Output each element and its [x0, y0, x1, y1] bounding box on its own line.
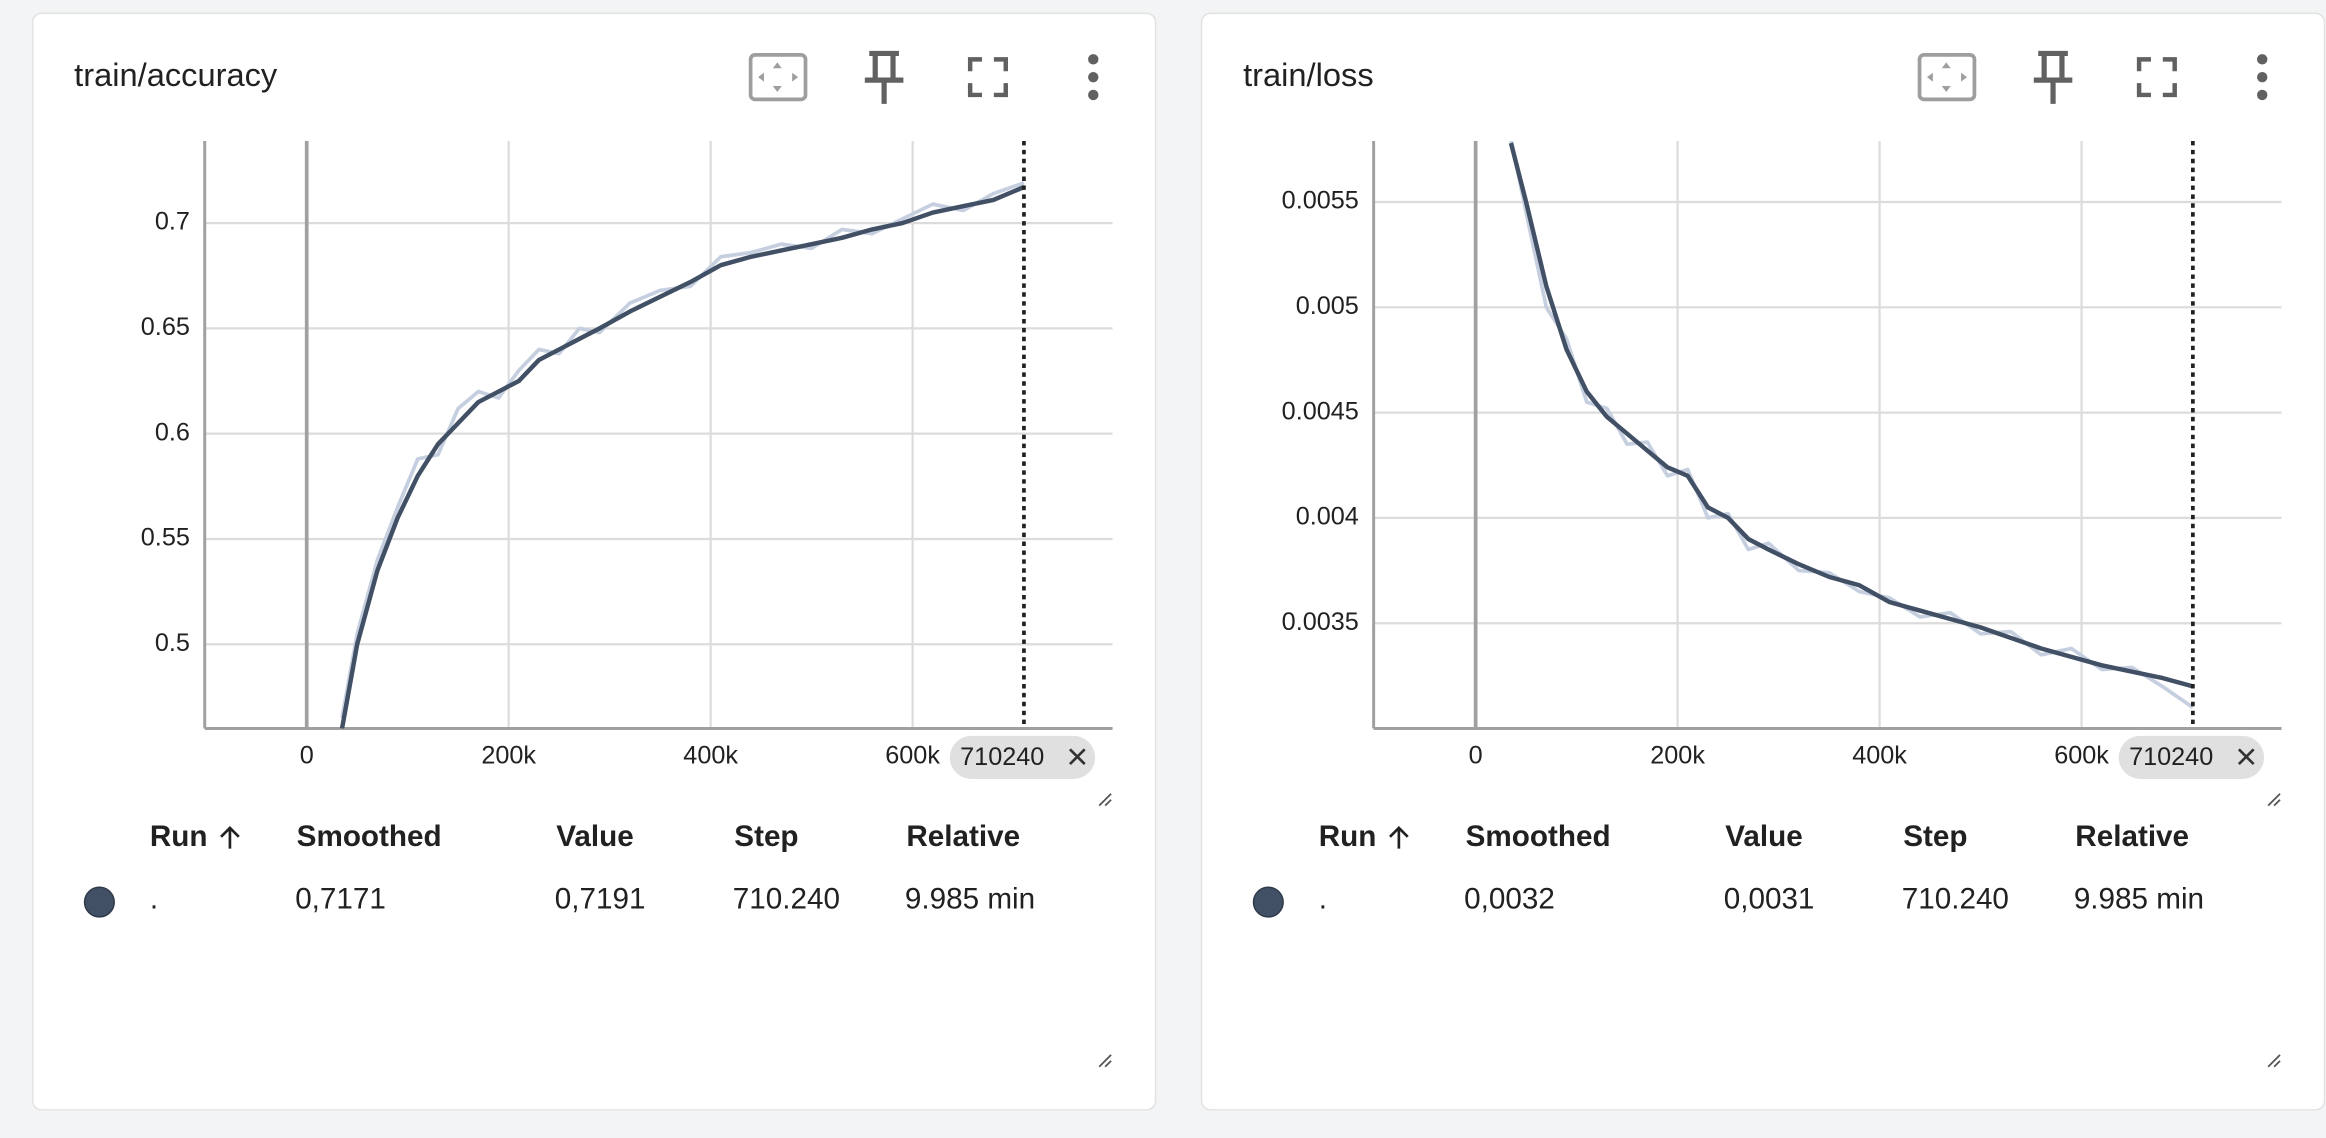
icon	[864, 50, 904, 104]
pin-button[interactable]	[2033, 50, 2073, 104]
y-tick-label: 0.0055	[1282, 187, 1359, 215]
table-cell: 0,7171	[295, 882, 386, 915]
close-icon	[2237, 748, 2255, 766]
fit-domain-button[interactable]	[1917, 53, 1977, 102]
table-header[interactable]: Value	[556, 820, 633, 853]
y-tick-label: 0.0035	[1282, 608, 1359, 636]
y-tick-label: 0.55	[141, 524, 190, 552]
table-header[interactable]: Step	[734, 820, 798, 853]
x-tick-label: 0	[1469, 741, 1483, 769]
resize-handle	[2267, 793, 2281, 807]
table-header[interactable]: Step	[1903, 820, 1967, 853]
table-header[interactable]: Smoothed	[1466, 820, 1611, 853]
series-line	[339, 185, 1025, 729]
table-cell: 0,0031	[1724, 882, 1815, 915]
table-cell: 9.985 min	[905, 882, 1035, 915]
resize-handle	[1098, 793, 1112, 807]
close-icon	[1068, 748, 1086, 766]
card-title: train/loss	[1243, 56, 1374, 93]
icon	[1088, 89, 1099, 101]
x-tick-label: 200k	[481, 741, 536, 769]
card: train/accuracy 0.5 0.55 0.6 0.65 0.7 0 200k 400k…	[31, 12, 1157, 1111]
icon	[2257, 54, 2268, 65]
table-cell: 710.240	[733, 882, 840, 915]
plot-lines	[1508, 140, 2194, 709]
sort-arrow	[1389, 826, 1409, 849]
y-tick-label: 0.7	[155, 208, 190, 236]
chip-bg	[2118, 735, 2265, 779]
run-color	[1252, 886, 1284, 918]
x-tick-label: 400k	[683, 741, 738, 769]
y-tick-label: 0.005	[1296, 292, 1359, 320]
icon	[1088, 71, 1099, 83]
table-header[interactable]: Run	[1319, 820, 1377, 853]
table-header[interactable]: Smoothed	[297, 820, 442, 853]
y-tick-label: 0.0045	[1282, 397, 1359, 425]
run-color	[83, 886, 115, 918]
y-tick-label: 0.65	[141, 313, 190, 341]
x-tick-label: 0	[300, 741, 314, 769]
icon	[967, 57, 1008, 98]
table-header[interactable]: Value	[1725, 820, 1802, 853]
sort-arrow	[220, 826, 240, 849]
series-line	[1508, 142, 2194, 689]
fit-domain-button[interactable]	[748, 53, 808, 102]
resize-handle	[1098, 1054, 1112, 1068]
more-button[interactable]	[2257, 54, 2268, 101]
card-frame	[1200, 12, 2326, 1111]
icon	[2257, 89, 2268, 101]
step-marker-label: 710240	[2129, 743, 2213, 771]
x-tick-label: 600k	[2054, 741, 2109, 769]
fullscreen-button[interactable]	[2136, 57, 2177, 98]
icon	[1926, 62, 1968, 92]
card: train/loss 0.0035 0.004 0.0045 0.005 0.0055 0 2…	[1200, 12, 2326, 1111]
card-frame	[31, 12, 1157, 1111]
icon	[1088, 54, 1099, 65]
x-tick-label: 600k	[885, 741, 940, 769]
table-header[interactable]: Relative	[2075, 820, 2189, 853]
y-tick-label: 0.5	[155, 629, 190, 657]
x-tick-label: 400k	[1852, 741, 1907, 769]
pin-button[interactable]	[864, 50, 904, 104]
step-marker-label: 710240	[960, 743, 1044, 771]
plot-lines	[339, 181, 1025, 729]
table-cell: 710.240	[1902, 882, 2009, 915]
table-header[interactable]: Run	[150, 820, 208, 853]
icon	[758, 62, 799, 92]
icon	[1917, 53, 1977, 102]
y-tick-label: 0.004	[1296, 503, 1359, 531]
table-cell: .	[1319, 882, 1327, 915]
y-tick-label: 0.6	[155, 418, 190, 446]
icon	[2136, 57, 2177, 98]
card-title: train/accuracy	[74, 56, 278, 93]
table-cell: .	[150, 882, 158, 915]
table-cell: 0,7191	[555, 882, 646, 915]
table-cell: 0,0032	[1464, 882, 1555, 915]
table-header[interactable]: Relative	[906, 820, 1020, 853]
step-marker-chip[interactable]: 710240	[2118, 735, 2265, 779]
x-tick-label: 200k	[1650, 741, 1705, 769]
fullscreen-button[interactable]	[967, 57, 1008, 98]
step-marker-chip[interactable]: 710240	[949, 735, 1096, 779]
table-cell: 9.985 min	[2074, 882, 2204, 915]
icon	[2033, 50, 2073, 104]
more-button[interactable]	[1088, 54, 1099, 101]
icon	[748, 53, 808, 102]
chip-bg	[949, 735, 1096, 779]
icon	[2257, 71, 2268, 83]
resize-handle	[2267, 1054, 2281, 1068]
